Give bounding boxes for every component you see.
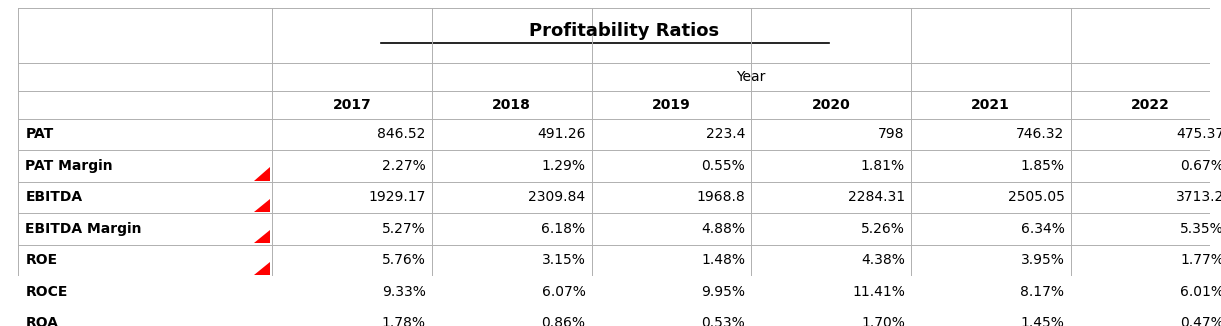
Text: 1.78%: 1.78% [382,316,426,326]
Text: 3713.2: 3713.2 [1176,190,1221,204]
Text: 2.27%: 2.27% [382,159,426,173]
Text: 0.86%: 0.86% [541,316,585,326]
Text: 798: 798 [878,127,905,141]
Text: 491.26: 491.26 [537,127,585,141]
Text: ROCE: ROCE [26,285,68,299]
Text: ROE: ROE [26,253,57,267]
Polygon shape [254,293,270,306]
Text: 4.88%: 4.88% [701,222,745,236]
Text: 1.48%: 1.48% [701,253,745,267]
Text: PAT: PAT [26,127,54,141]
Text: 1.70%: 1.70% [861,316,905,326]
Text: 0.55%: 0.55% [701,159,745,173]
Text: 746.32: 746.32 [1016,127,1065,141]
Text: 223.4: 223.4 [706,127,745,141]
Text: 5.26%: 5.26% [861,222,905,236]
Text: 9.95%: 9.95% [701,285,745,299]
Text: 6.01%: 6.01% [1181,285,1221,299]
Polygon shape [254,325,270,326]
Text: Profitability Ratios: Profitability Ratios [529,22,719,40]
Polygon shape [254,167,270,181]
Text: 3.95%: 3.95% [1021,253,1065,267]
Text: 1929.17: 1929.17 [369,190,426,204]
Text: 2018: 2018 [492,98,531,112]
Text: 1.81%: 1.81% [861,159,905,173]
Text: 6.07%: 6.07% [542,285,585,299]
Text: 1.29%: 1.29% [541,159,585,173]
Text: 5.27%: 5.27% [382,222,426,236]
Text: 846.52: 846.52 [377,127,426,141]
Text: 2019: 2019 [652,98,691,112]
Text: 0.67%: 0.67% [1181,159,1221,173]
Text: 0.47%: 0.47% [1181,316,1221,326]
Text: Year: Year [736,70,766,84]
Text: PAT Margin: PAT Margin [26,159,114,173]
Text: 1.45%: 1.45% [1021,316,1065,326]
Text: EBITDA Margin: EBITDA Margin [26,222,142,236]
Text: 6.18%: 6.18% [541,222,585,236]
Text: 1.85%: 1.85% [1021,159,1065,173]
Polygon shape [254,262,270,275]
Text: 475.37: 475.37 [1176,127,1221,141]
Text: 5.35%: 5.35% [1181,222,1221,236]
Text: 0.53%: 0.53% [701,316,745,326]
Text: 2021: 2021 [971,98,1010,112]
Text: 2284.31: 2284.31 [847,190,905,204]
Text: EBITDA: EBITDA [26,190,83,204]
Text: 9.33%: 9.33% [382,285,426,299]
Text: 6.34%: 6.34% [1021,222,1065,236]
Text: 2020: 2020 [812,98,850,112]
Text: 2505.05: 2505.05 [1007,190,1065,204]
Text: ROA: ROA [26,316,59,326]
Text: 2022: 2022 [1131,98,1170,112]
Text: 11.41%: 11.41% [852,285,905,299]
Text: 2309.84: 2309.84 [529,190,585,204]
Polygon shape [254,199,270,212]
Text: 2017: 2017 [332,98,371,112]
Text: 1.77%: 1.77% [1181,253,1221,267]
Text: 5.76%: 5.76% [382,253,426,267]
Polygon shape [254,230,270,244]
Text: 1968.8: 1968.8 [696,190,745,204]
Text: 8.17%: 8.17% [1021,285,1065,299]
Text: 4.38%: 4.38% [861,253,905,267]
Text: 3.15%: 3.15% [542,253,585,267]
